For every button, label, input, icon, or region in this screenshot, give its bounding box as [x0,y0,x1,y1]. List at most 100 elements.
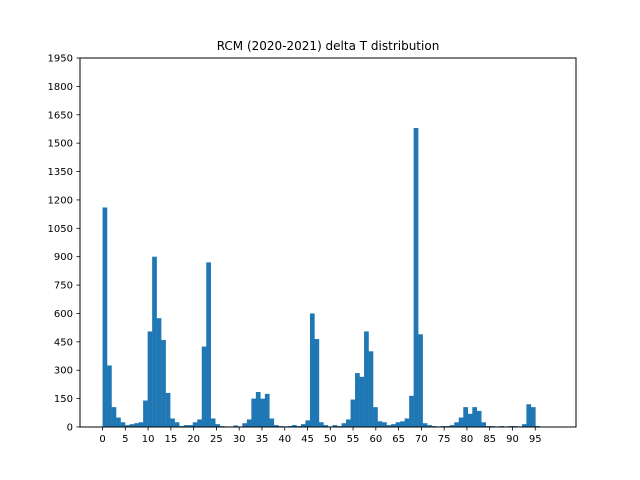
histogram-bar [215,424,220,427]
histogram-bar [116,417,121,427]
y-tick-label: 1650 [48,110,73,121]
histogram-bar [355,373,360,427]
y-tick-label: 900 [54,252,73,263]
x-axis: 0 5 10 15 20 25 30 35 40 45 50 55 60 65 70 75 80 85 90 95 [99,427,542,445]
histogram-bar [174,422,180,427]
x-tick-label: 0 [99,434,105,445]
histogram-bar [409,395,414,427]
histogram-bar [346,419,351,427]
histogram-bar [233,425,239,427]
histogram-bar [305,420,311,427]
histogram-bar [476,410,482,427]
x-tick-label: 5 [122,434,128,445]
y-tick-label: 600 [54,309,73,320]
y-tick-label: 450 [54,337,73,348]
histogram-bar [192,422,198,427]
histogram-bar [530,407,536,427]
histogram-bar [147,331,153,427]
histogram-bar [373,407,378,427]
x-tick-label: 40 [278,434,291,445]
x-tick-label: 75 [438,434,451,445]
x-tick-label: 20 [187,434,200,445]
histogram-bar [377,421,383,427]
histogram-bar [526,404,532,427]
y-tick-label: 750 [54,281,73,292]
histogram-bar [246,419,252,427]
y-tick-label: 1350 [48,167,73,178]
y-tick-label: 1050 [48,224,73,235]
y-tick-label: 1800 [48,82,73,93]
histogram-bar [413,128,419,427]
histogram-bar [309,313,315,427]
histogram-bar [463,407,468,427]
histogram-bar [386,425,392,427]
histogram-bar [242,423,248,427]
y-tick-label: 1200 [48,195,73,206]
histogram-bar [382,422,387,427]
histogram-bar [134,423,139,427]
x-tick-label: 70 [415,434,428,445]
histogram-bar [350,399,356,427]
histogram-bar [129,424,135,427]
histogram-bar [314,339,320,427]
histogram-bar [152,256,157,427]
plot-frame [79,57,577,428]
x-tick-label: 60 [369,434,382,445]
histogram-bar [197,419,202,427]
y-tick-label: 150 [54,394,73,405]
histogram-bar [120,422,126,427]
x-tick-label: 30 [233,434,246,445]
histogram-bar [111,407,117,427]
x-tick-label: 25 [210,434,223,445]
y-tick-label: 0 [67,423,73,434]
histogram-bar [458,417,464,427]
histogram-bar [368,351,374,427]
histogram-bar [269,418,275,427]
histogram-bar [481,422,487,427]
histogram-bar [170,418,175,427]
histogram-bar [472,407,477,427]
histogram-bar [359,376,365,427]
histogram-bar [273,425,279,427]
histogram-bar [291,425,297,427]
histogram-bar [264,393,270,427]
histogram-bar [467,413,473,427]
histogram-bar [364,331,369,427]
x-tick-label: 80 [461,434,474,445]
histogram-bar [449,425,455,427]
histogram-bar [332,425,338,427]
histogram-bar [183,425,189,427]
x-tick-label: 10 [142,434,155,445]
y-tick-label: 300 [54,366,73,377]
y-tick-label: 1950 [48,54,73,65]
x-tick-label: 65 [392,434,405,445]
histogram-bar [102,207,108,427]
histogram-bar [400,421,405,427]
histogram-bar [201,346,207,427]
chart-title: RCM (2020-2021) delta T distribution [217,39,440,53]
histogram-bar [138,422,144,427]
x-tick-label: 35 [256,434,269,445]
x-tick-label: 15 [164,434,177,445]
histogram-bar [404,418,410,427]
histogram-bar [422,423,428,427]
histogram-bar [251,398,257,427]
histogram-bar [391,424,396,427]
histogram-bar [206,262,211,427]
histogram-bar [255,391,261,427]
x-tick-label: 45 [301,434,314,445]
histogram-bar [165,392,171,427]
histogram-bar [210,418,216,427]
histogram-bar [427,425,432,427]
histogram-bar [107,365,112,427]
x-tick-label: 85 [483,434,496,445]
histogram-bar [125,425,130,427]
x-tick-label: 90 [506,434,519,445]
y-tick-label: 1500 [48,139,73,150]
histogram-bar [300,424,306,427]
histogram-bar [156,318,162,427]
histogram-bar [395,422,401,427]
x-tick-label: 55 [347,434,360,445]
